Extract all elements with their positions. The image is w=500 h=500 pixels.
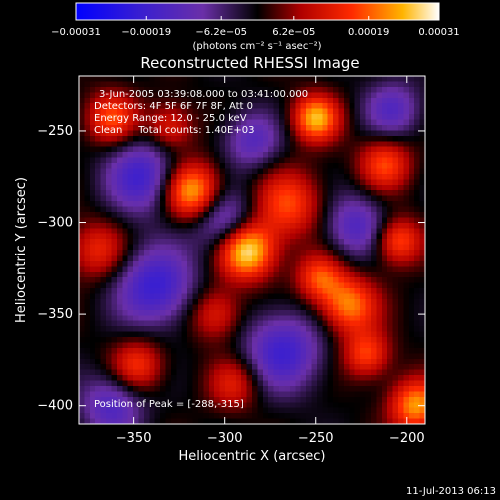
colorbar-tick-label: −6.2e−05	[195, 27, 247, 38]
y-tick-label: −400	[37, 399, 73, 414]
colorbar-tick-label: 0.00031	[418, 27, 459, 38]
colorbar-tick-label: −0.00031	[51, 27, 101, 38]
x-axis-ticks	[133, 76, 408, 424]
colorbar	[75, 2, 440, 21]
plot-frame	[78, 75, 426, 425]
annotations: 3-Jun-2005 03:39:08.000 to 03:41:00.000 …	[94, 89, 308, 410]
colorbar-tick-label: 0.00019	[348, 27, 389, 38]
x-tick-label: −200	[389, 431, 425, 446]
colorbar-tick-labels: −0.00031 −0.00019 −6.2e−05 6.2e−05 0.00019 0.…	[51, 27, 460, 38]
annotation-time: 3-Jun-2005 03:39:08.000 to 03:41:00.000	[99, 89, 308, 100]
y-tick-label: −250	[37, 124, 73, 139]
annotation-clean: Clean Total counts: 1.40E+03	[94, 125, 254, 136]
y-tick-label: −350	[37, 307, 73, 322]
chart-title: Reconstructed RHESSI Image	[140, 54, 359, 72]
y-tick-label: −300	[37, 216, 73, 231]
colorbar-tick-label: −0.00019	[121, 27, 171, 38]
heatmap-image	[79, 76, 425, 424]
y-axis-ticks	[79, 130, 425, 407]
colorbar-tick-label: 6.2e−05	[272, 27, 315, 38]
colorbar-ticks	[75, 16, 440, 20]
y-axis-label: Heliocentric Y (arcsec)	[14, 177, 29, 323]
x-axis-tick-labels: −350 −300 −250 −200	[116, 431, 425, 446]
colorbar-units: (photons cm⁻² s⁻¹ asec⁻²)	[192, 41, 321, 52]
y-axis-tick-labels: −250 −300 −350 −400	[37, 124, 73, 414]
x-tick-label: −350	[116, 431, 152, 446]
annotation-energy: Energy Range: 12.0 - 25.0 keV	[94, 113, 247, 124]
x-tick-label: −300	[207, 431, 243, 446]
footer-timestamp: 11-Jul-2013 06:13	[406, 486, 496, 497]
annotation-detectors: Detectors: 4F 5F 6F 7F 8F, Att 0	[94, 101, 253, 112]
x-tick-label: −250	[298, 431, 334, 446]
x-axis-label: Heliocentric X (arcsec)	[179, 449, 326, 464]
plot-area	[78, 75, 426, 425]
annotation-peak: Position of Peak = [-288,-315]	[94, 399, 244, 410]
